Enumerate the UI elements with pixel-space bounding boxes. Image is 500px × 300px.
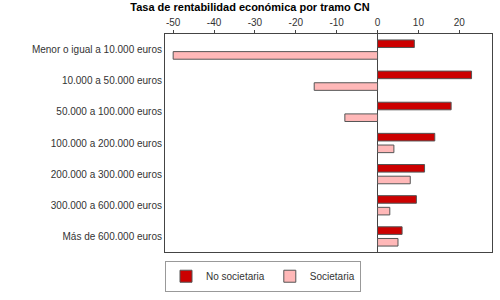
svg-text:10.000 a 50.000 euros: 10.000 a 50.000 euros bbox=[62, 75, 162, 86]
svg-text:Menor o igual a 10.000 euros: Menor o igual a 10.000 euros bbox=[32, 44, 162, 55]
svg-text:50.000 a 100.000 euros: 50.000 a 100.000 euros bbox=[56, 106, 162, 117]
svg-text:10: 10 bbox=[413, 17, 425, 28]
svg-text:Más de 600.000 euros: Más de 600.000 euros bbox=[62, 231, 162, 242]
svg-text:100.000 a 200.000 euros: 100.000 a 200.000 euros bbox=[51, 138, 162, 149]
svg-text:Societaria: Societaria bbox=[310, 271, 355, 282]
svg-text:0: 0 bbox=[375, 17, 381, 28]
svg-text:300.000 a 600.000 euros: 300.000 a 600.000 euros bbox=[51, 200, 162, 211]
svg-text:No societaria: No societaria bbox=[206, 271, 265, 282]
svg-text:-30: -30 bbox=[248, 17, 263, 28]
svg-text:-40: -40 bbox=[207, 17, 222, 28]
svg-text:-20: -20 bbox=[289, 17, 304, 28]
svg-text:20: 20 bbox=[454, 17, 466, 28]
svg-text:Tasa de rentabilidad económica: Tasa de rentabilidad económica por tramo… bbox=[130, 1, 369, 13]
svg-text:-50: -50 bbox=[166, 17, 181, 28]
svg-text:200.000 a 300.000 euros: 200.000 a 300.000 euros bbox=[51, 169, 162, 180]
svg-text:-10: -10 bbox=[329, 17, 344, 28]
